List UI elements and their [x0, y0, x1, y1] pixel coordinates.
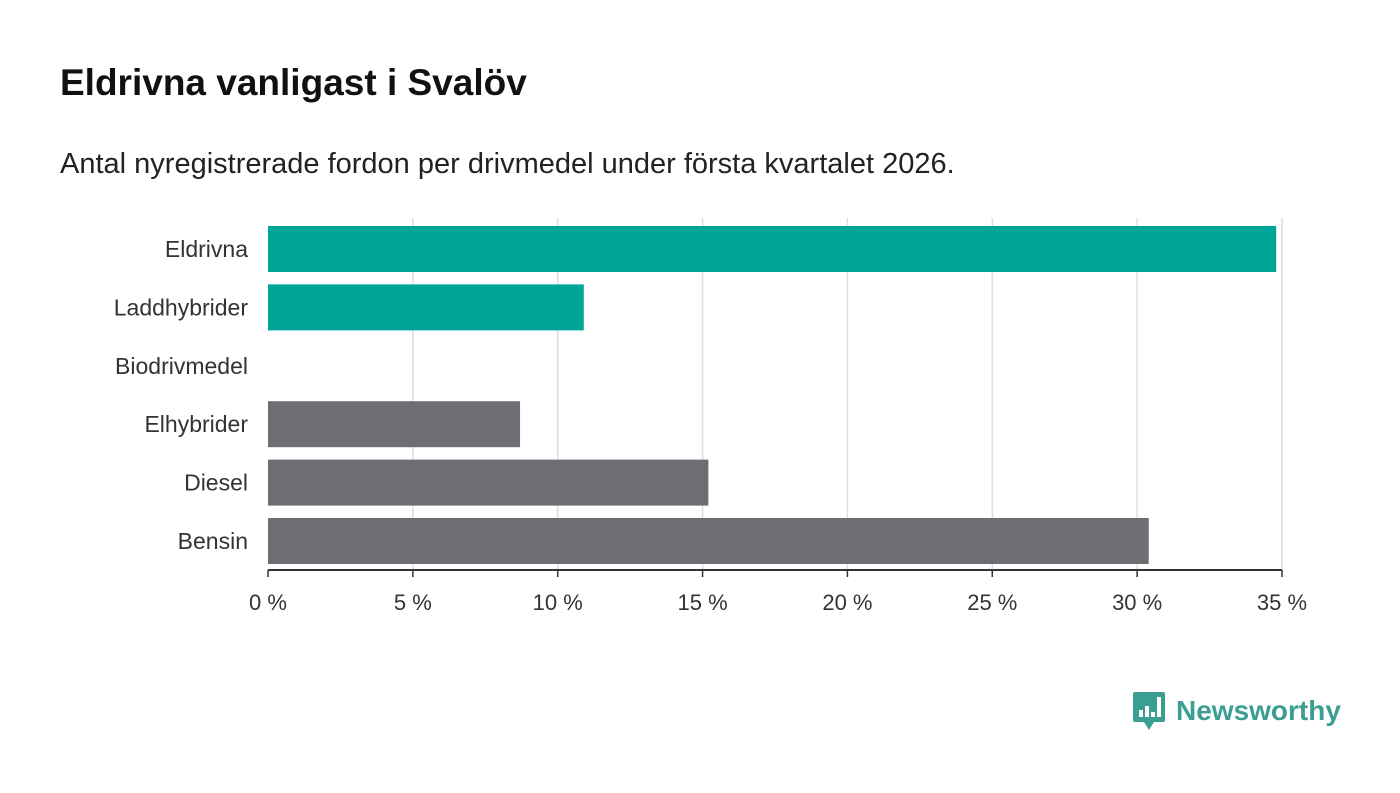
x-tick-label: 20 % — [822, 590, 872, 615]
bars — [268, 226, 1277, 564]
bar-laddhybrider — [268, 284, 584, 331]
chart-subtitle: Antal nyregistrerade fordon per drivmede… — [60, 148, 955, 180]
category-label: Bensin — [178, 528, 248, 554]
x-tick-label: 35 % — [1257, 590, 1307, 615]
chart-title: Eldrivna vanligast i Svalöv — [60, 62, 527, 103]
category-label: Laddhybrider — [114, 294, 249, 320]
x-tick-label: 15 % — [677, 590, 727, 615]
bar-diesel — [268, 459, 709, 506]
category-label: Biodrivmedel — [115, 353, 248, 379]
category-labels: Eldrivna Laddhybrider Biodrivmedel Elhybrid… — [114, 236, 249, 554]
bar-bensin — [268, 518, 1149, 564]
x-tick-label: 30 % — [1112, 590, 1162, 615]
x-axis-ticks: 0 % 5 % 10 % 15 % 20 % 25 % 30 % 35 % — [249, 570, 1307, 615]
bar-eldrivna — [268, 226, 1277, 272]
brand-logo: Newsworthy — [1132, 690, 1341, 732]
x-tick-label: 10 % — [533, 590, 583, 615]
category-label: Elhybrider — [144, 411, 248, 437]
grid-lines — [412, 218, 1283, 570]
bar-chart-speech-bubble-icon — [1133, 692, 1165, 730]
x-tick-label: 5 % — [394, 590, 432, 615]
x-tick-label: 0 % — [249, 590, 287, 615]
category-label: Diesel — [184, 470, 248, 496]
brand-name: Newsworthy — [1176, 695, 1341, 726]
x-tick-label: 25 % — [967, 590, 1017, 615]
category-label: Eldrivna — [165, 236, 248, 262]
bar-elhybrider — [268, 401, 521, 448]
